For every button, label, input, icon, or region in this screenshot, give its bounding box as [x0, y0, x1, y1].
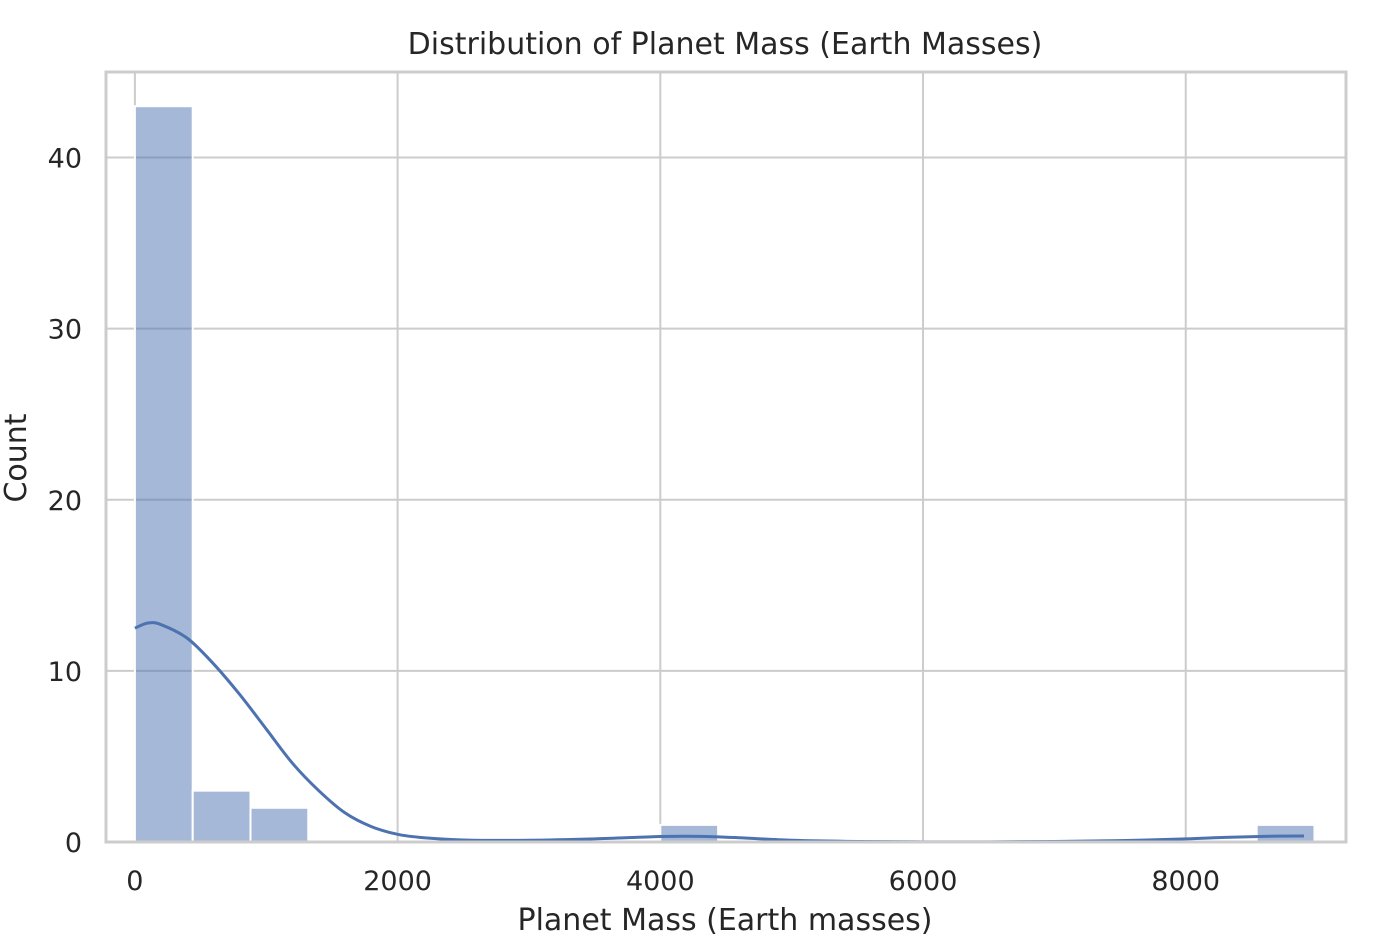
histogram-bar-2	[249, 806, 310, 843]
x-tick-label-1: 2000	[363, 866, 432, 897]
x-tick-label-3: 6000	[889, 866, 958, 897]
histogram-bar-0	[133, 105, 194, 843]
plot-frame	[104, 70, 1348, 844]
histogram-bar-3	[659, 823, 720, 844]
y-tick-label-2: 20	[48, 486, 82, 517]
kde-curve	[134, 621, 1304, 844]
y-tick-label-3: 30	[48, 315, 82, 346]
chart-title: Distribution of Planet Mass (Earth Masse…	[408, 27, 1043, 62]
x-tick-labels: 0 2000 4000 6000 8000	[126, 866, 1220, 897]
x-tick-label-0: 0	[126, 866, 143, 897]
y-tick-labels: 0 10 20 30 40	[48, 144, 82, 859]
histogram-bar-4	[1255, 823, 1316, 844]
y-axis-title: Count	[0, 413, 34, 502]
histogram-bars	[133, 105, 1316, 844]
x-tick-label-2: 4000	[626, 866, 695, 897]
grid	[106, 72, 1346, 843]
y-tick-label-0: 0	[65, 828, 82, 859]
x-tick-label-4: 8000	[1151, 866, 1220, 897]
kde-curve-group	[134, 621, 1304, 844]
y-tick-label-1: 10	[48, 657, 82, 688]
histogram-bar-1	[191, 789, 252, 844]
x-axis-title: Planet Mass (Earth masses)	[518, 903, 933, 938]
y-tick-label-4: 40	[48, 144, 82, 175]
